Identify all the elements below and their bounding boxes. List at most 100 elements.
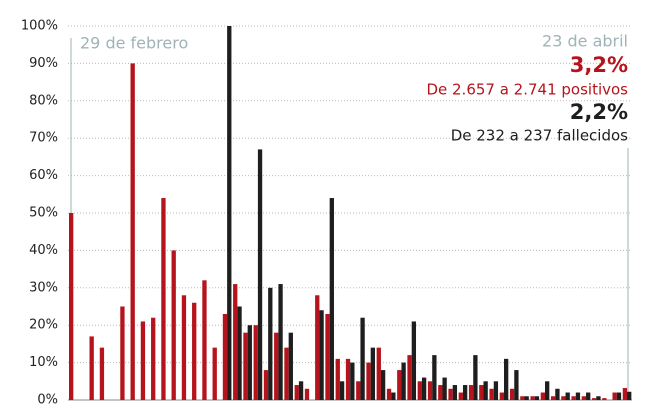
bar	[411, 321, 417, 400]
bar	[586, 392, 591, 400]
bar	[401, 362, 406, 400]
bar	[397, 370, 402, 400]
bar	[622, 388, 628, 400]
bar	[171, 250, 176, 400]
y-tick-label: 80%	[29, 93, 58, 108]
bar	[329, 198, 334, 400]
bar	[161, 198, 166, 400]
end-label: 23 de abril	[542, 32, 628, 51]
y-tick-label: 40%	[29, 243, 58, 258]
bar	[555, 388, 560, 400]
bar	[468, 385, 474, 400]
bar	[294, 385, 299, 400]
bar	[288, 332, 293, 400]
bar	[298, 381, 304, 400]
bar	[222, 313, 228, 400]
y-tick-label: 20%	[29, 318, 58, 333]
positive-note: De 2.657 a 2.741 positivos	[426, 81, 628, 99]
y-tick-label: 10%	[29, 355, 58, 370]
bar	[442, 377, 447, 400]
bar	[545, 381, 550, 400]
bar	[304, 388, 310, 400]
bar	[268, 287, 273, 400]
bar	[151, 317, 156, 400]
bar	[561, 396, 566, 400]
bar	[602, 398, 607, 400]
bar	[612, 392, 617, 400]
bar	[473, 355, 478, 400]
bar	[325, 313, 330, 400]
bar	[448, 388, 453, 400]
bar	[407, 355, 412, 400]
start-label: 29 de febrero	[80, 34, 188, 53]
bar	[550, 396, 556, 400]
bar	[391, 392, 396, 400]
bar	[524, 396, 529, 400]
bar	[350, 362, 355, 400]
y-tick-label: 50%	[29, 206, 58, 221]
bar	[514, 370, 519, 400]
bar	[247, 325, 252, 400]
bar	[370, 347, 375, 400]
bar	[575, 392, 581, 400]
bar	[227, 26, 232, 400]
y-tick-label: 90%	[29, 56, 58, 71]
y-tick-label: 100%	[21, 19, 58, 34]
bar	[356, 381, 361, 400]
bar	[181, 295, 187, 400]
bar	[493, 381, 499, 400]
y-tick-label: 30%	[29, 280, 58, 295]
bar	[319, 310, 324, 400]
bar	[120, 306, 125, 400]
bar	[479, 385, 484, 400]
bar	[571, 396, 576, 400]
bar	[591, 398, 597, 400]
bar	[263, 370, 269, 400]
bar	[540, 392, 546, 400]
bar	[376, 347, 381, 400]
bar	[627, 391, 632, 400]
bar	[274, 332, 279, 400]
bar	[253, 325, 258, 400]
y-tick-label: 60%	[29, 168, 58, 183]
bar	[452, 385, 458, 400]
bar	[99, 347, 105, 400]
bar	[140, 321, 146, 400]
bar	[509, 388, 515, 400]
bar	[596, 396, 601, 400]
bar	[427, 381, 433, 400]
bar	[366, 362, 371, 400]
bar	[130, 63, 135, 401]
bar	[89, 336, 94, 400]
bar	[462, 385, 468, 400]
bar	[335, 358, 340, 400]
bar	[432, 355, 437, 400]
bar	[565, 392, 570, 400]
bar	[192, 302, 197, 400]
bar	[499, 392, 504, 400]
bar	[380, 370, 386, 400]
bar	[458, 392, 463, 400]
positive-rate: 3,2%	[570, 53, 628, 77]
bar	[534, 396, 540, 400]
bar	[69, 213, 74, 400]
bar	[530, 396, 535, 400]
bar	[489, 388, 494, 400]
bar	[339, 381, 345, 400]
death-rate: 2,2%	[570, 100, 628, 124]
bar	[212, 347, 217, 400]
bar	[257, 149, 263, 400]
death-note: De 232 a 237 fallecidos	[451, 127, 628, 145]
bar	[278, 284, 283, 400]
bar	[243, 332, 248, 400]
bar	[237, 306, 242, 400]
y-tick-label: 70%	[29, 131, 58, 146]
bar	[616, 392, 622, 400]
bar	[345, 358, 351, 400]
bar	[233, 284, 238, 400]
bar	[421, 377, 427, 400]
bar	[520, 396, 525, 400]
bar	[438, 385, 443, 400]
bar	[386, 388, 392, 400]
